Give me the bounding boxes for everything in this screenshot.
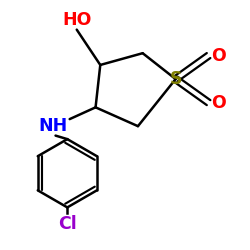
Text: S: S — [169, 70, 182, 88]
Text: HO: HO — [62, 11, 92, 29]
Text: Cl: Cl — [58, 215, 77, 233]
Text: NH: NH — [38, 117, 68, 135]
Text: O: O — [211, 46, 226, 64]
Text: O: O — [211, 94, 226, 112]
